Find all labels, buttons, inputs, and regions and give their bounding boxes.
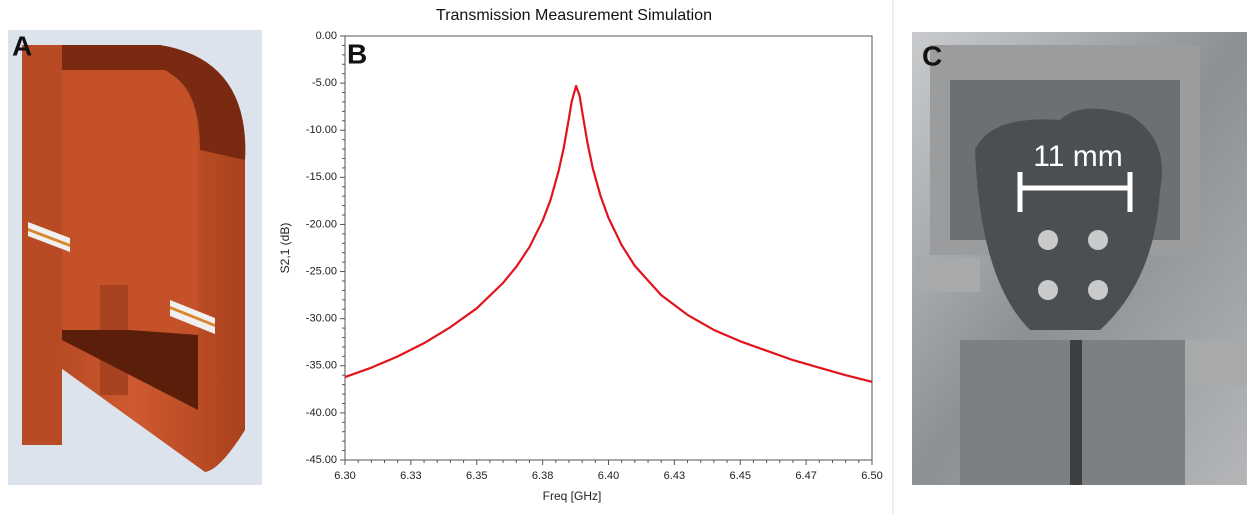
x-tick-label: 6.38 xyxy=(532,470,553,482)
x-tick-label: 6.33 xyxy=(400,470,421,482)
y-tick-label: -10.00 xyxy=(306,124,337,136)
y-tick-label: -40.00 xyxy=(306,407,337,419)
y-tick-label: -30.00 xyxy=(306,313,337,325)
data-line xyxy=(344,84,873,383)
y-tick-label: -35.00 xyxy=(306,360,337,372)
panel-label: A xyxy=(12,30,32,61)
x-tick-label: 6.45 xyxy=(730,470,751,482)
y-tick-label: -45.00 xyxy=(306,454,337,466)
panel-label: B xyxy=(347,38,367,69)
x-tick-label: 6.30 xyxy=(334,470,355,482)
y-tick-label: -20.00 xyxy=(306,218,337,230)
x-tick-label: 6.40 xyxy=(598,470,619,482)
chart-title: Transmission Measurement Simulation xyxy=(436,7,712,24)
x-tick-label: 6.35 xyxy=(466,470,487,482)
chart: Transmission Measurement Simulation Freq… xyxy=(278,7,883,503)
panel-c-photo xyxy=(912,32,1247,485)
y-tick-label: -25.00 xyxy=(306,265,337,277)
y-axis-title: S2,1 (dB) xyxy=(278,223,292,274)
y-tick-label: -15.00 xyxy=(306,171,337,183)
y-tick-label: -5.00 xyxy=(312,77,337,89)
panel-label: C xyxy=(922,40,942,71)
y-tick-label: 0.00 xyxy=(316,30,337,42)
x-tick-label: 6.50 xyxy=(861,470,882,482)
x-tick-label: 6.43 xyxy=(664,470,685,482)
x-tick-label: 6.47 xyxy=(795,470,816,482)
panel-a-render xyxy=(8,30,262,485)
plot-area xyxy=(344,35,873,461)
x-axis-title: Freq [GHz] xyxy=(543,489,602,503)
scale-label: 11 mm xyxy=(1033,140,1122,173)
